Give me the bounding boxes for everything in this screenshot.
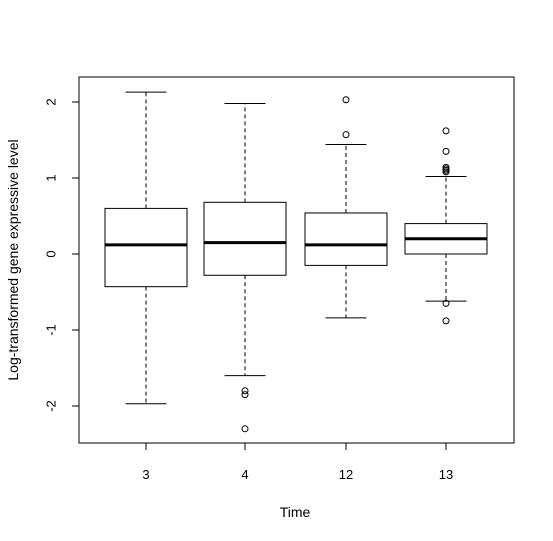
outlier-point: [442, 317, 450, 325]
box-rect: [104, 207, 188, 288]
outlier-point: [442, 127, 450, 135]
x-tick-label: 3: [142, 467, 149, 482]
outlier-point: [442, 299, 450, 307]
x-axis: 3 4 12 13: [142, 442, 453, 482]
y-tick-label: 1: [43, 174, 58, 181]
x-tick-label: 12: [339, 467, 353, 482]
box-13: [404, 127, 488, 325]
outlier-point: [442, 147, 450, 155]
y-tick-label: -2: [43, 400, 58, 412]
outlier-point: [342, 96, 350, 104]
y-axis-label: Log-transformed gene expressive level: [5, 139, 21, 380]
outlier-point: [241, 425, 249, 433]
x-axis-label: Time: [280, 504, 311, 520]
box-4: [203, 103, 287, 433]
boxes-group: [104, 91, 488, 433]
box-rect: [304, 212, 388, 266]
outlier-point: [241, 391, 249, 399]
x-tick-label: 4: [241, 467, 248, 482]
y-tick-label: 2: [43, 98, 58, 105]
box-12: [304, 96, 388, 319]
outlier-point: [241, 387, 249, 395]
box-3: [104, 91, 188, 405]
y-tick-label: -1: [43, 324, 58, 336]
y-axis: -2 -1 0 1 2: [43, 98, 80, 412]
box-rect: [203, 201, 287, 276]
y-tick-label: 0: [43, 250, 58, 257]
outlier-point: [342, 131, 350, 139]
outlier-point: [442, 168, 450, 176]
x-tick-label: 13: [439, 467, 453, 482]
